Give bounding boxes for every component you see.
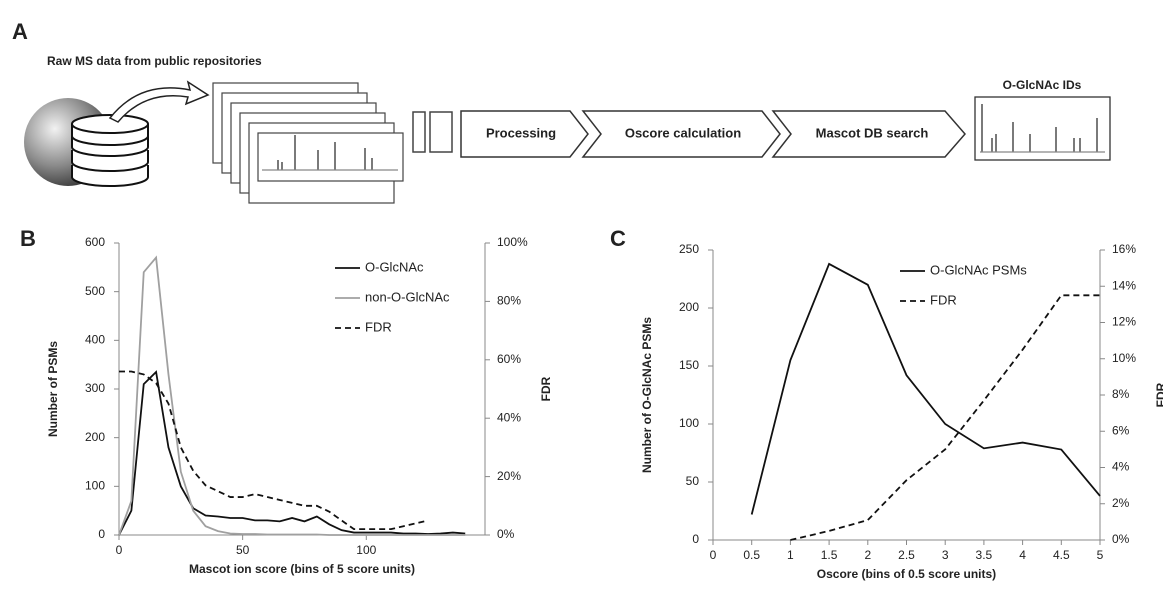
y-tick-label: 150 <box>679 358 699 372</box>
x-tick-label: 3.5 <box>976 548 993 562</box>
x-axis-title: Oscore (bins of 0.5 score units) <box>817 567 996 581</box>
y-tick-label: 200 <box>679 300 699 314</box>
step-arrow <box>581 110 781 158</box>
y-tick-label: 300 <box>85 381 105 395</box>
y-tick-label: 100 <box>679 416 699 430</box>
step-arrow <box>771 110 966 158</box>
y2-tick-label: 80% <box>497 294 521 308</box>
result-label: O-GlcNAc IDs <box>1003 78 1082 92</box>
step-label: Mascot DB search <box>816 125 929 140</box>
x-tick-label: 5 <box>1097 548 1104 562</box>
series-line <box>790 294 1100 541</box>
curved-arrow <box>108 80 210 123</box>
panel-label: C <box>610 226 626 251</box>
y-tick-label: 0 <box>98 527 105 541</box>
legend-label: O-GlcNAc <box>365 259 424 274</box>
divider <box>412 111 426 153</box>
x-tick-label: 50 <box>236 543 250 557</box>
y2-tick-label: 40% <box>497 410 521 424</box>
series-line <box>750 262 1101 515</box>
legend-label: FDR <box>365 319 392 334</box>
y-tick-label: 400 <box>85 333 105 347</box>
y-tick-label: 0 <box>692 532 699 546</box>
y-axis-title: Number of O-GlcNAc PSMs <box>640 317 654 473</box>
divider <box>429 111 453 153</box>
x-tick-label: 1 <box>787 548 794 562</box>
panel-label: B <box>20 226 36 251</box>
x-tick-label: 0 <box>710 548 717 562</box>
pipeline <box>460 110 966 158</box>
x-tick-label: 0 <box>116 543 123 557</box>
step-label: Oscore calculation <box>625 125 741 140</box>
y2-tick-label: 4% <box>1112 460 1130 474</box>
result-spectrum <box>974 96 1111 161</box>
y2-tick-label: 8% <box>1112 387 1130 401</box>
legend-label: non-O-GlcNAc <box>365 289 450 304</box>
series-line <box>119 370 429 531</box>
series-line <box>118 370 466 536</box>
x-tick-label: 0.5 <box>743 548 760 562</box>
y-tick-label: 200 <box>85 430 105 444</box>
y2-tick-label: 20% <box>497 469 521 483</box>
y2-tick-label: 0% <box>497 527 515 541</box>
y2-tick-label: 2% <box>1112 496 1130 510</box>
x-tick-label: 3 <box>942 548 949 562</box>
y2-tick-label: 100% <box>497 235 528 249</box>
x-tick-label: 4 <box>1019 548 1026 562</box>
x-tick-label: 2.5 <box>898 548 915 562</box>
x-tick-label: 1.5 <box>821 548 838 562</box>
step-label: Processing <box>486 125 556 140</box>
y2-axis-title: FDR <box>539 376 553 401</box>
x-tick-label: 4.5 <box>1053 548 1070 562</box>
y-tick-label: 600 <box>85 235 105 249</box>
legend-label: O-GlcNAc PSMs <box>930 262 1027 277</box>
y-tick-label: 100 <box>85 479 105 493</box>
legend-label: FDR <box>930 292 957 307</box>
y2-tick-label: 16% <box>1112 242 1136 256</box>
y-tick-label: 50 <box>686 474 700 488</box>
y-tick-label: 250 <box>679 242 699 256</box>
source-label: Raw MS data from public repositories <box>47 54 262 68</box>
y2-tick-label: 12% <box>1112 315 1136 329</box>
series-line <box>118 255 466 536</box>
panel-a: A Raw MS data from public repositories P… <box>12 19 1111 204</box>
y2-tick-label: 10% <box>1112 351 1136 365</box>
panel-label: A <box>12 19 28 44</box>
database-icon <box>71 114 149 187</box>
y2-tick-label: 6% <box>1112 423 1130 437</box>
y-tick-label: 500 <box>85 284 105 298</box>
y2-tick-label: 60% <box>497 352 521 366</box>
x-axis-title: Mascot ion score (bins of 5 score units) <box>189 562 415 576</box>
spectra-stack <box>212 82 404 204</box>
y2-tick-label: 14% <box>1112 278 1136 292</box>
y2-axis-title: FDR <box>1154 382 1163 407</box>
x-tick-label: 100 <box>356 543 376 557</box>
step-arrow <box>460 110 589 158</box>
y-axis-title: Number of PSMs <box>46 341 60 437</box>
y2-tick-label: 0% <box>1112 532 1130 546</box>
x-tick-label: 2 <box>864 548 871 562</box>
